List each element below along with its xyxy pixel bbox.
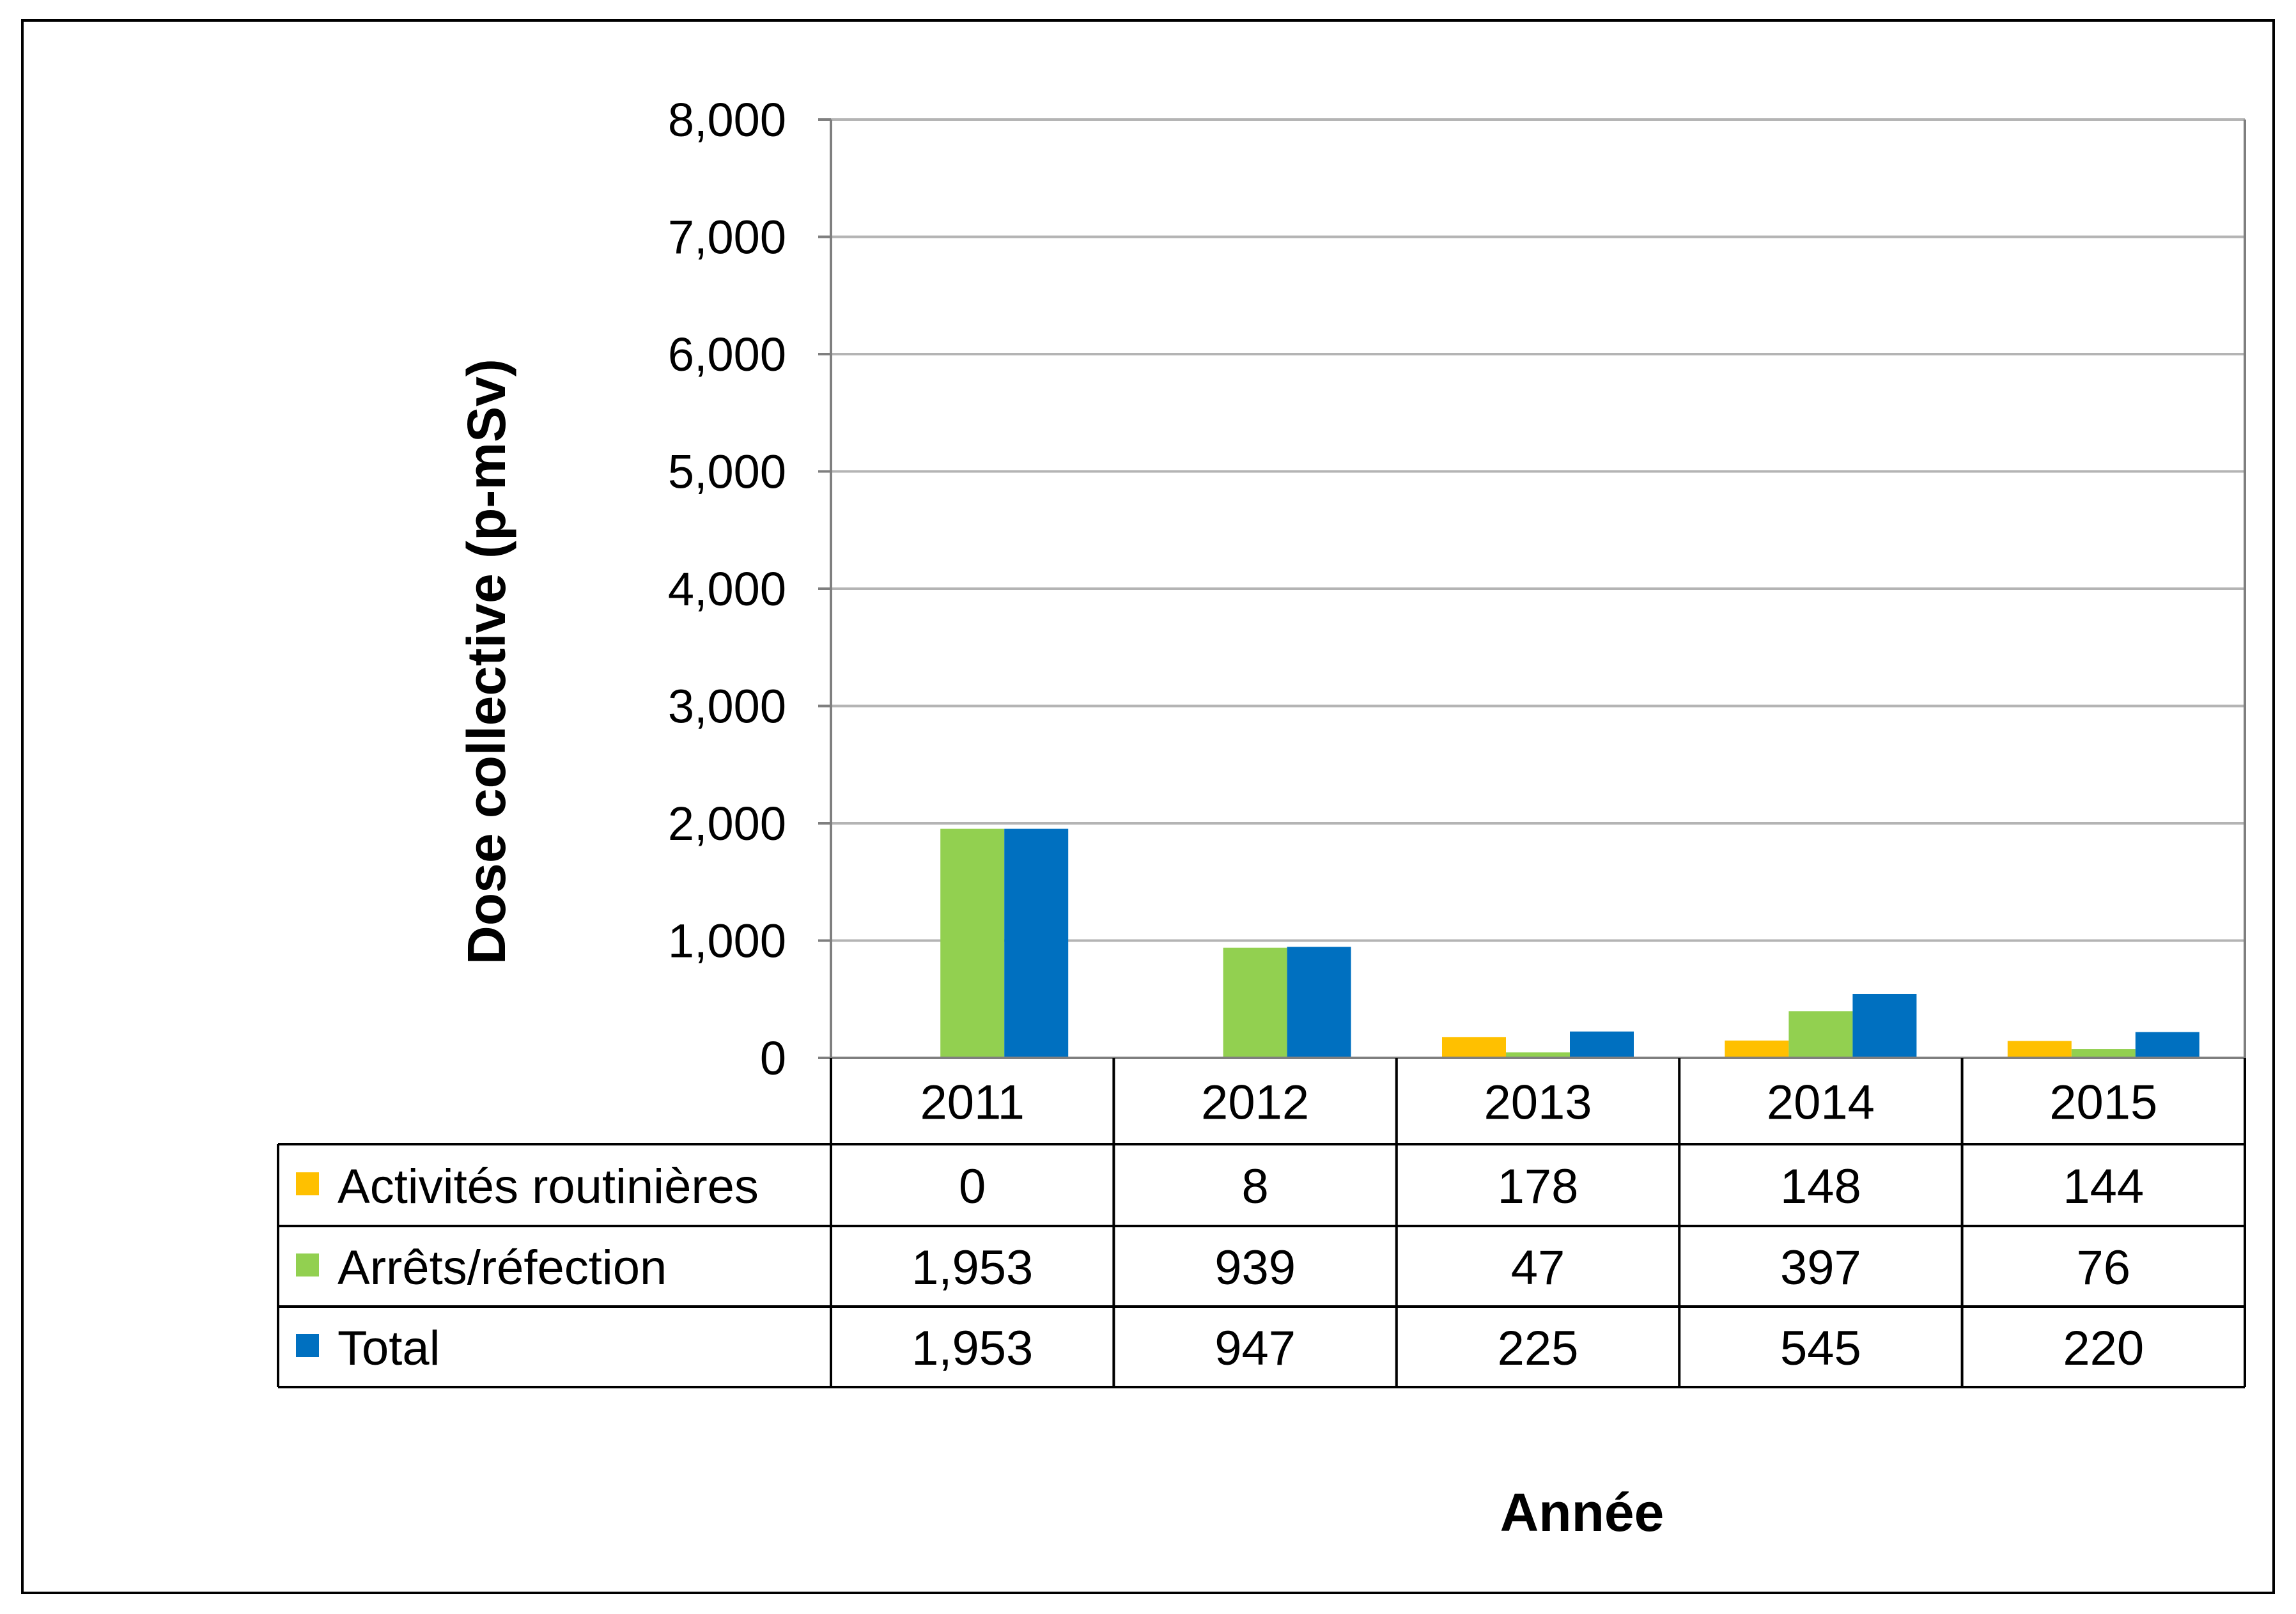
- y-tick-label: 1,000: [668, 915, 786, 968]
- data-label: 225: [1498, 1321, 1579, 1376]
- data-label: 0: [959, 1160, 986, 1214]
- data-label: 76: [2077, 1241, 2131, 1295]
- y-tick-label: 7,000: [668, 211, 786, 264]
- bar: [1442, 1037, 1506, 1058]
- y-tick-label: 5,000: [668, 446, 786, 499]
- bar: [1788, 1011, 1853, 1058]
- legend-label: Activités routinières: [337, 1160, 759, 1214]
- data-label: 148: [1780, 1160, 1861, 1214]
- data-label: 947: [1214, 1321, 1296, 1376]
- bar: [1004, 828, 1069, 1058]
- y-axis-title: Dose collective (p-mSv): [456, 359, 516, 965]
- data-table: 2011 2012 2013 2014 2015 Activités routinière…: [277, 1058, 2246, 1388]
- y-tick-label: 3,000: [668, 680, 786, 733]
- bar: [1852, 993, 1917, 1058]
- bar: [1506, 1052, 1570, 1058]
- y-tick-label: 4,000: [668, 563, 786, 616]
- axes: 0 1,000 2,000 3,000 4,000 5,000 6,000 7,000 8,00…: [668, 93, 2246, 1085]
- legend-label: Total: [337, 1321, 440, 1376]
- bar: [1223, 947, 1287, 1058]
- y-tick-label: 6,000: [668, 328, 786, 381]
- legend-swatch: [296, 1334, 319, 1357]
- bar: [1570, 1031, 1634, 1058]
- legend-swatch: [296, 1172, 319, 1195]
- y-tick-label: 0: [760, 1032, 786, 1085]
- bar: [940, 828, 1005, 1058]
- x-tick-label: 2012: [1201, 1076, 1309, 1130]
- data-label: 144: [2063, 1160, 2144, 1214]
- data-label: 939: [1214, 1241, 1296, 1295]
- data-label: 1,953: [911, 1241, 1033, 1295]
- data-label: 178: [1498, 1160, 1579, 1214]
- data-label: 47: [1511, 1241, 1565, 1295]
- bar: [1287, 947, 1351, 1058]
- legend-label: Arrêts/réfection: [337, 1241, 667, 1295]
- data-label: 220: [2063, 1321, 2144, 1376]
- y-tick-label: 8,000: [668, 93, 786, 146]
- data-label: 8: [1241, 1160, 1268, 1214]
- bar: [1725, 1040, 1789, 1058]
- bar: [2071, 1049, 2136, 1058]
- chart-frame: [21, 19, 2275, 1594]
- data-label: 1,953: [911, 1321, 1033, 1376]
- bar: [2135, 1032, 2199, 1058]
- data-label: 545: [1780, 1321, 1861, 1376]
- bars: [940, 828, 2199, 1058]
- data-label: 397: [1780, 1241, 1861, 1295]
- x-tick-label: 2011: [920, 1076, 1024, 1130]
- x-tick-label: 2013: [1484, 1076, 1592, 1130]
- bar: [2007, 1041, 2072, 1058]
- legend-swatch: [296, 1253, 319, 1276]
- x-axis-title: Année: [1500, 1482, 1664, 1542]
- x-tick-label: 2015: [2049, 1076, 2157, 1130]
- y-tick-label: 2,000: [668, 797, 786, 850]
- x-tick-label: 2014: [1767, 1076, 1875, 1130]
